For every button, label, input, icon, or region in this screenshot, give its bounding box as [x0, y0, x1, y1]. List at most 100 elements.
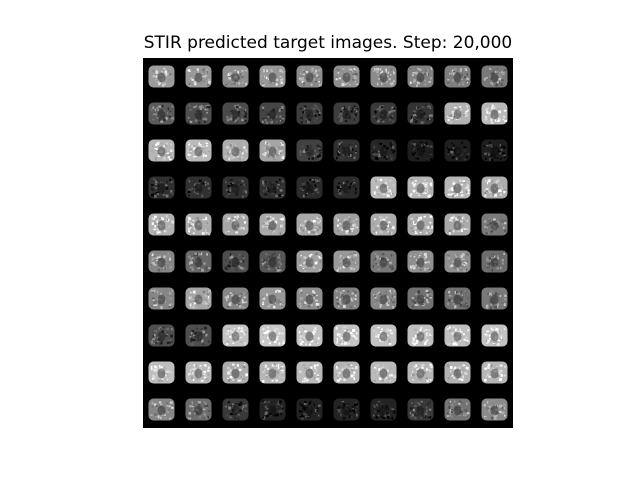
slice-speckle — [187, 417, 191, 420]
slice-speckle — [374, 69, 377, 72]
slice-speckle — [193, 190, 197, 193]
slice-speckle — [156, 117, 159, 119]
slice-core — [157, 109, 166, 120]
slice-speckle — [236, 330, 240, 333]
slice-speckle — [412, 260, 416, 263]
slice-speckle — [227, 295, 231, 297]
slice-speckle — [163, 366, 166, 370]
slice-speckle — [309, 401, 311, 404]
slice-speckle — [199, 269, 202, 271]
slice-speckle — [389, 376, 391, 379]
slice-speckle — [154, 364, 158, 366]
slice-speckle — [279, 256, 281, 260]
slice-speckle — [228, 192, 231, 195]
slice-speckle — [375, 257, 377, 261]
slice-speckle — [153, 339, 156, 342]
slice-speckle — [460, 194, 464, 197]
slice-speckle — [208, 112, 210, 115]
slice-speckle — [157, 193, 160, 195]
slice-speckle — [315, 252, 318, 256]
slice-speckle — [461, 153, 464, 156]
slice-speckle — [166, 328, 170, 331]
slice-speckle — [302, 228, 306, 230]
slice-speckle — [232, 342, 234, 345]
slice-speckle — [196, 68, 199, 71]
slice-speckle — [161, 328, 163, 330]
slice-speckle — [188, 141, 190, 144]
slice-speckle — [236, 105, 239, 109]
slice-speckle — [379, 68, 382, 71]
slice-core — [490, 257, 499, 268]
slice-speckle — [429, 400, 431, 404]
slice-speckle — [352, 224, 355, 227]
slice-speckle — [242, 404, 245, 408]
slice-speckle — [418, 341, 422, 344]
slice-speckle — [311, 331, 315, 334]
slice-speckle — [159, 217, 162, 220]
slice-speckle — [158, 105, 162, 108]
slice-speckle — [484, 120, 488, 122]
slice-speckle — [350, 267, 353, 270]
slice-speckle — [465, 341, 469, 345]
slice-speckle — [419, 141, 423, 144]
slice-speckle — [199, 145, 202, 148]
slice-speckle — [241, 69, 244, 73]
slice-speckle — [302, 69, 305, 72]
slice-speckle — [466, 153, 470, 156]
slice-speckle — [416, 339, 419, 343]
slice-speckle — [425, 142, 428, 145]
slice-speckle — [347, 107, 350, 111]
slice-speckle — [425, 226, 428, 229]
slice-speckle — [353, 68, 356, 70]
slice-speckle — [232, 379, 235, 381]
slice-speckle — [187, 149, 189, 153]
slice-speckle — [273, 303, 277, 306]
slice-speckle — [387, 222, 390, 226]
slice-speckle — [497, 222, 501, 225]
slice-speckle — [465, 371, 468, 374]
slice-core — [490, 405, 499, 416]
slice-speckle — [306, 379, 309, 381]
slice-tile — [370, 176, 397, 199]
slice-speckle — [375, 70, 379, 74]
slice-speckle — [418, 156, 421, 158]
mosaic-svg — [148, 65, 508, 421]
slice-speckle — [504, 365, 507, 368]
slice-speckle — [205, 118, 208, 121]
slice-speckle — [350, 415, 353, 419]
slice-speckle — [192, 338, 196, 342]
slice-speckle — [229, 72, 232, 75]
slice-core — [416, 294, 425, 305]
slice-speckle — [315, 341, 318, 344]
slice-speckle — [281, 180, 284, 183]
slice-speckle — [504, 69, 508, 71]
slice-speckle — [460, 402, 464, 404]
slice-speckle — [242, 329, 244, 331]
slice-speckle — [425, 231, 428, 234]
slice-speckle — [156, 220, 158, 224]
slice-speckle — [393, 296, 396, 298]
slice-speckle — [245, 149, 248, 153]
slice-speckle — [270, 69, 273, 71]
slice-speckle — [303, 81, 305, 85]
slice-speckle — [460, 266, 463, 269]
slice-speckle — [156, 74, 160, 77]
slice-speckle — [337, 365, 340, 367]
slice-speckle — [390, 292, 392, 295]
slice-speckle — [271, 217, 275, 221]
slice-speckle — [446, 146, 449, 150]
slice-speckle — [353, 182, 355, 185]
slice-speckle — [497, 305, 499, 308]
slice-speckle — [449, 76, 452, 78]
slice-tile — [407, 250, 434, 273]
slice-tile — [444, 398, 471, 421]
slice-speckle — [265, 117, 267, 120]
slice-speckle — [466, 219, 468, 222]
slice-speckle — [386, 297, 389, 301]
slice-speckle — [387, 262, 390, 265]
slice-speckle — [352, 252, 356, 256]
slice-speckle — [188, 104, 191, 107]
slice-speckle — [483, 115, 486, 118]
slice-speckle — [391, 226, 395, 230]
slice-speckle — [373, 111, 375, 114]
